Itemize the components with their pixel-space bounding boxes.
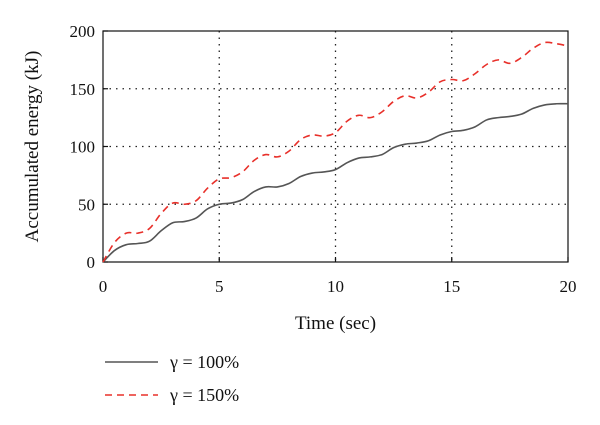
- x-tick-label: 0: [99, 277, 108, 296]
- y-tick-label: 200: [70, 22, 96, 41]
- grid: [103, 31, 568, 262]
- y-tick-label: 50: [78, 195, 95, 214]
- x-tick-label: 5: [215, 277, 224, 296]
- y-tick-label: 0: [87, 253, 96, 272]
- series-line-gamma-100: [102, 102, 569, 263]
- y-tick-label: 150: [70, 80, 96, 99]
- series-group: [102, 41, 569, 263]
- legend-label-gamma-100: γ = 100%: [169, 352, 239, 372]
- x-tick-label: 20: [560, 277, 577, 296]
- legend: γ = 100% γ = 150%: [105, 352, 239, 405]
- series-line-gamma-150: [102, 41, 569, 263]
- x-axis-label: Time (sec): [295, 313, 376, 334]
- x-tick-label: 10: [327, 277, 344, 296]
- y-axis-label: Accumulated energy (kJ): [22, 51, 43, 243]
- legend-label-gamma-150: γ = 150%: [169, 385, 239, 405]
- x-tick-label: 15: [443, 277, 460, 296]
- y-tick-label: 100: [70, 138, 96, 157]
